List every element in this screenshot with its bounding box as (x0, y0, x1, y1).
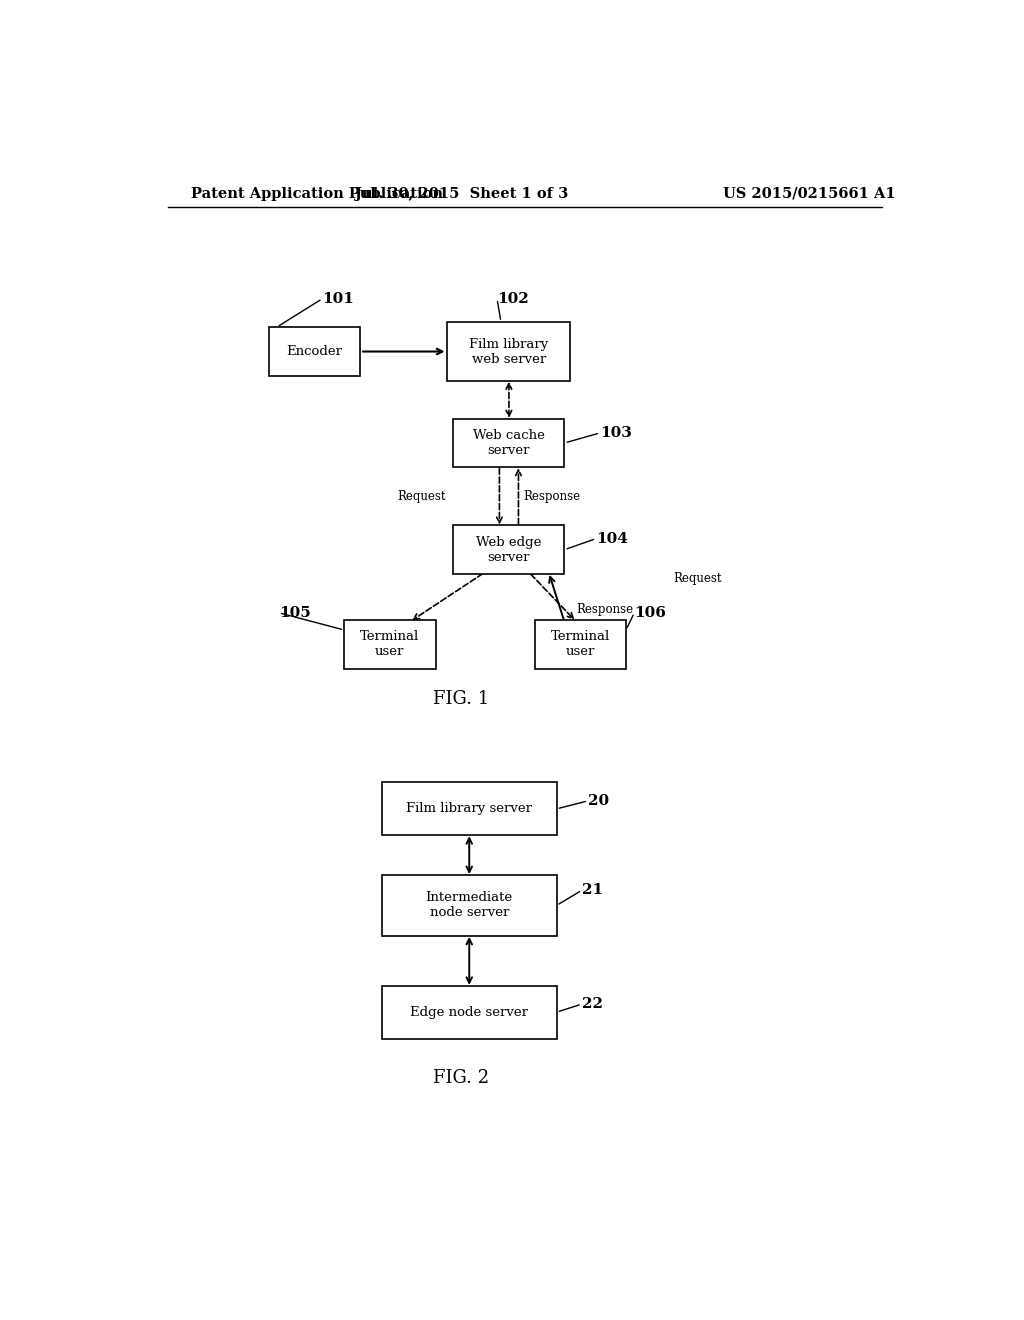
Text: Film library server: Film library server (407, 803, 532, 816)
Text: 102: 102 (497, 292, 528, 306)
Text: Intermediate
node server: Intermediate node server (426, 891, 513, 920)
Text: Request: Request (674, 572, 722, 585)
Text: US 2015/0215661 A1: US 2015/0215661 A1 (723, 187, 896, 201)
Text: Web edge
server: Web edge server (476, 536, 542, 564)
Text: FIG. 1: FIG. 1 (433, 690, 489, 708)
FancyBboxPatch shape (535, 620, 626, 669)
FancyBboxPatch shape (447, 322, 570, 381)
Text: Response: Response (523, 490, 581, 503)
Text: 103: 103 (600, 426, 632, 440)
FancyBboxPatch shape (269, 327, 360, 376)
Text: 101: 101 (323, 292, 354, 306)
Text: 104: 104 (596, 532, 628, 545)
Text: 106: 106 (634, 606, 667, 619)
Text: 20: 20 (588, 793, 609, 808)
Text: 21: 21 (582, 883, 603, 898)
Text: Film library
web server: Film library web server (469, 338, 549, 366)
FancyBboxPatch shape (454, 525, 564, 574)
Text: 22: 22 (582, 997, 603, 1011)
Text: Response: Response (577, 603, 634, 615)
Text: Terminal
user: Terminal user (360, 630, 420, 659)
Text: Patent Application Publication: Patent Application Publication (191, 187, 443, 201)
Text: Terminal
user: Terminal user (551, 630, 610, 659)
Text: Edge node server: Edge node server (411, 1006, 528, 1019)
Text: Web cache
server: Web cache server (473, 429, 545, 457)
FancyBboxPatch shape (382, 875, 557, 936)
Text: Request: Request (397, 490, 445, 503)
FancyBboxPatch shape (382, 783, 557, 836)
FancyBboxPatch shape (382, 986, 557, 1039)
Text: Encoder: Encoder (287, 345, 342, 358)
FancyBboxPatch shape (454, 418, 564, 467)
FancyBboxPatch shape (344, 620, 435, 669)
Text: 105: 105 (279, 606, 310, 619)
Text: Jul. 30, 2015  Sheet 1 of 3: Jul. 30, 2015 Sheet 1 of 3 (354, 187, 568, 201)
Text: FIG. 2: FIG. 2 (433, 1069, 489, 1088)
